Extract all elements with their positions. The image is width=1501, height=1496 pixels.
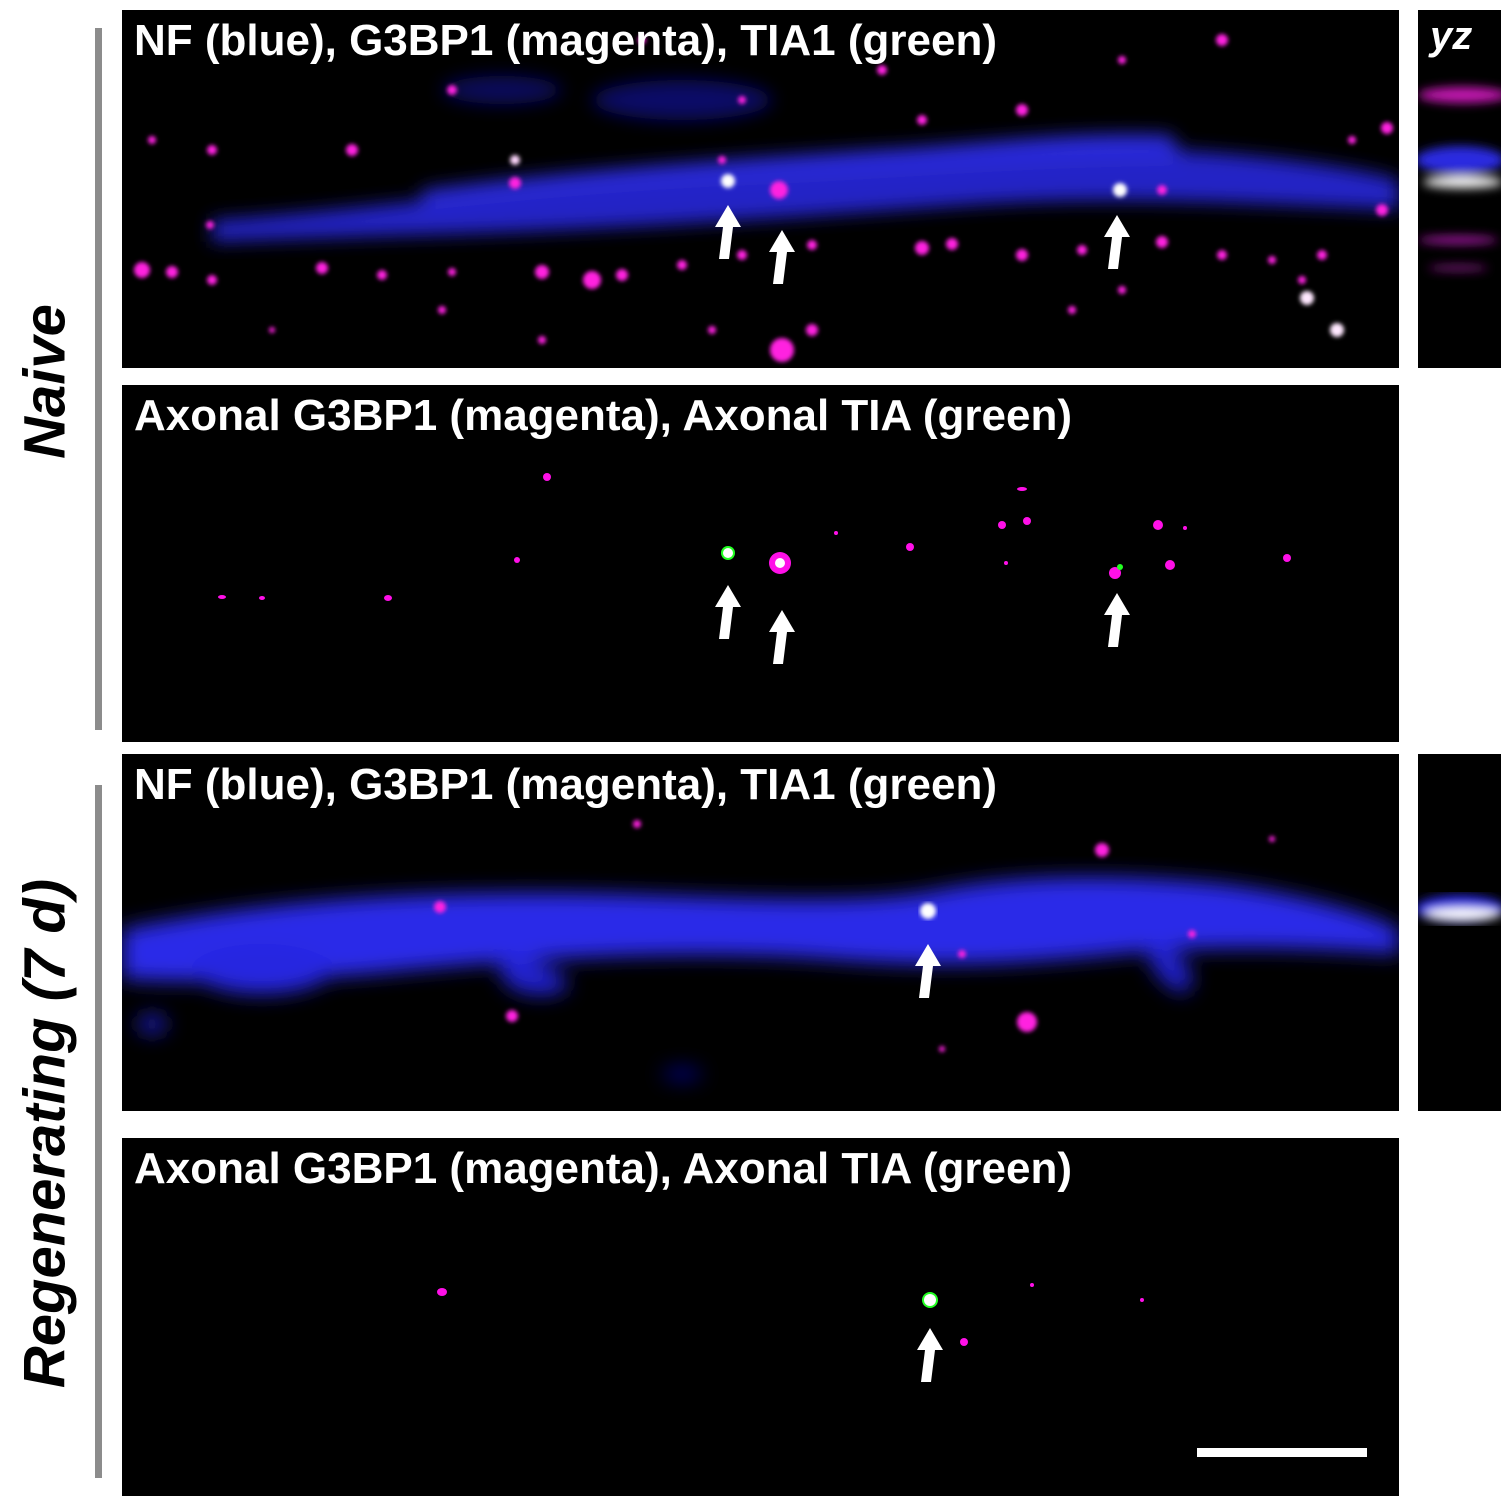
naive-yz-panel: yz <box>1418 10 1501 368</box>
naive-yz-image <box>1418 87 1501 271</box>
regenerating-bracket <box>95 785 102 1478</box>
naive-axonal-image <box>218 473 1291 664</box>
regen-axonal-panel: Axonal G3BP1 (magenta), Axonal TIA (gree… <box>122 1138 1399 1496</box>
naive-axonal-title: Axonal G3BP1 (magenta), Axonal TIA (gree… <box>134 391 1073 440</box>
naive-merge-panel: NF (blue), G3BP1 (magenta), TIA1 (green) <box>122 10 1399 368</box>
regen-merge-panel: NF (blue), G3BP1 (magenta), TIA1 (green) <box>122 754 1399 1111</box>
regen-merge-arrows <box>915 944 941 998</box>
yz-label: yz <box>1430 14 1473 58</box>
regen-merge-image <box>122 820 1399 1080</box>
regenerating-group-label: Regenerating (7 d) <box>12 878 78 1389</box>
naive-axonal-arrows <box>715 585 1130 664</box>
naive-bracket <box>95 28 102 730</box>
regen-axonal-image <box>437 1283 1367 1457</box>
regen-axonal-arrows <box>917 1328 943 1382</box>
regen-yz-panel <box>1418 754 1501 1111</box>
regen-yz-image <box>1418 895 1501 923</box>
scale-bar <box>1197 1448 1367 1457</box>
naive-merge-image <box>134 34 1399 362</box>
naive-merge-title: NF (blue), G3BP1 (magenta), TIA1 (green) <box>134 16 997 65</box>
naive-merge-arrows <box>715 205 1130 284</box>
regen-axonal-title: Axonal G3BP1 (magenta), Axonal TIA (gree… <box>134 1144 1073 1193</box>
naive-axonal-panel: Axonal G3BP1 (magenta), Axonal TIA (gree… <box>122 385 1399 742</box>
regen-merge-title: NF (blue), G3BP1 (magenta), TIA1 (green) <box>134 760 997 809</box>
naive-group-label: Naive <box>12 304 78 459</box>
